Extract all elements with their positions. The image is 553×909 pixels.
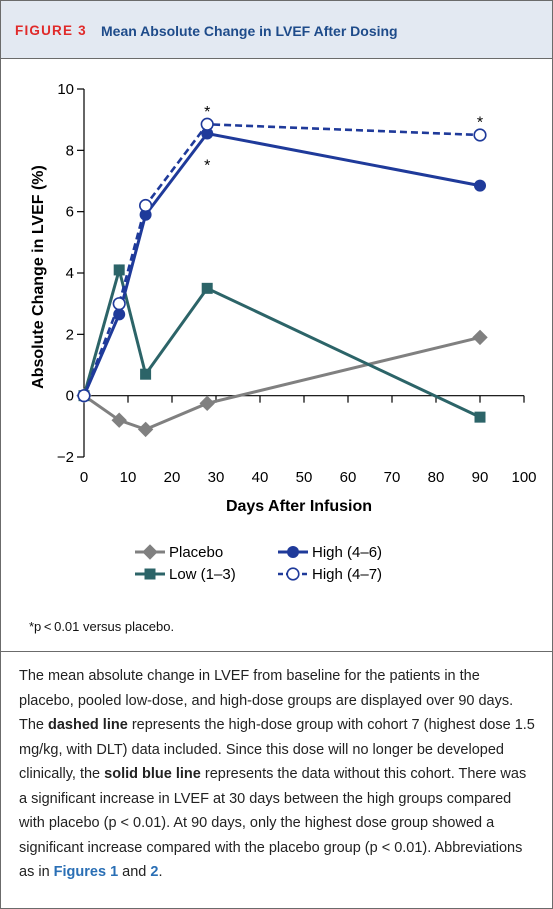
caption-text: represents the data without this cohort.…: [19, 766, 527, 880]
series-line: [83, 335, 481, 432]
caption-figure-link[interactable]: 2: [150, 864, 159, 880]
data-point: [474, 411, 486, 423]
data-point: [474, 179, 486, 192]
chart-area: −2 0 2 4 6 8 10 0 10 20 30 40 50 60 70 80 90 100 Days Afte…: [1, 59, 552, 651]
legend-label: High (4–6): [312, 544, 382, 561]
figure-title: Mean Absolute Change in LVEF After Dosin…: [101, 23, 398, 39]
legend-swatch-marker: [286, 567, 300, 581]
legend-swatch-marker: [287, 546, 299, 558]
figure-caption: The mean absolute change in LVEF from ba…: [19, 664, 537, 885]
data-point: [472, 329, 488, 346]
x-tick-label: 60: [340, 469, 357, 486]
series-high-4-6: [78, 127, 486, 402]
legend-item: Low (1–3): [135, 566, 236, 583]
y-tick-label: 0: [66, 388, 74, 405]
x-tick-label: 70: [384, 469, 401, 486]
data-point: [473, 128, 487, 142]
data-point: [199, 395, 215, 412]
legend-label: High (4–7): [312, 566, 382, 583]
significance-marker: *: [204, 158, 210, 175]
y-tick-label: 10: [57, 81, 74, 98]
x-tick-label: 30: [208, 469, 225, 486]
y-tick-label: 2: [66, 326, 74, 343]
legend-swatch-marker: [142, 544, 158, 560]
data-point: [201, 127, 214, 140]
x-tick-label: 20: [164, 469, 181, 486]
data-point: [201, 282, 213, 294]
data-point: [140, 368, 152, 380]
caption-text: and: [118, 864, 151, 880]
caption-emphasis: dashed line: [48, 717, 128, 733]
y-tick-label: 8: [66, 142, 74, 159]
series-line: [82, 131, 481, 397]
series-line: [82, 264, 481, 419]
significance-marker: *: [477, 115, 483, 132]
data-point: [113, 264, 125, 276]
legend-item: Placebo: [135, 544, 223, 561]
x-tick-label: 0: [80, 469, 88, 486]
series-high-4-7: [77, 117, 487, 403]
series-low-1-3: [78, 264, 486, 423]
y-axis-label: Absolute Change in LVEF (%): [30, 165, 47, 389]
caption-emphasis: solid blue line: [104, 766, 201, 782]
legend-label: Low (1–3): [169, 566, 236, 583]
data-point: [111, 412, 127, 428]
legend-item: High (4–6): [278, 544, 382, 561]
x-axis-label: Days After Infusion: [226, 498, 372, 515]
y-tick-label: 6: [66, 204, 74, 221]
caption-text: The mean absolute change in LVEF from ba…: [19, 668, 514, 733]
caption-text: represents the high-dose group with coho…: [19, 717, 535, 782]
x-tick-label: 50: [296, 469, 313, 486]
data-point: [139, 198, 153, 213]
x-tick-label: 90: [472, 469, 489, 486]
legend-label: Placebo: [169, 544, 223, 561]
x-tick-label: 40: [252, 469, 269, 486]
figure-label: FIGURE 3: [15, 23, 87, 38]
legend-item: High (4–7): [278, 566, 382, 583]
legend-swatch-marker: [144, 568, 156, 580]
caption-text: .: [158, 864, 163, 880]
caption-figure-link[interactable]: Figures 1: [53, 864, 119, 880]
x-tick-label: 100: [511, 469, 536, 486]
y-tick-label: 4: [66, 265, 74, 282]
figure-header: FIGURE 3 Mean Absolute Change in LVEF Af…: [1, 1, 552, 59]
data-point: [137, 421, 154, 438]
series-line: [82, 122, 481, 397]
y-tick-label: −2: [57, 449, 74, 466]
significance-marker: *: [204, 104, 210, 121]
data-point: [200, 117, 214, 131]
divider: [1, 651, 552, 652]
data-point: [77, 389, 91, 403]
footnote: *p < 0.01 versus placebo.: [29, 619, 175, 634]
data-point: [112, 297, 126, 311]
legend: Placebo High (4–6) Low (1–3) High (4–7): [135, 544, 382, 583]
x-tick-label: 10: [120, 469, 137, 486]
x-tick-label: 80: [428, 469, 445, 486]
